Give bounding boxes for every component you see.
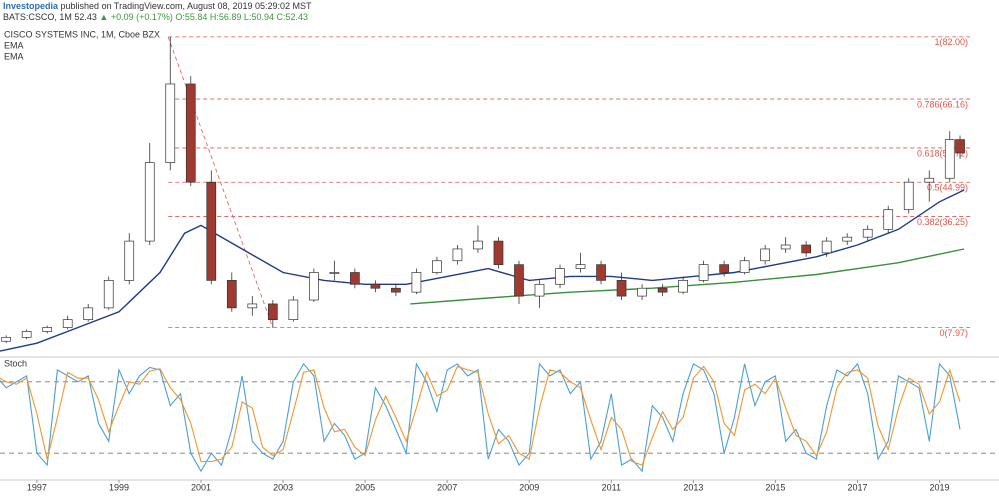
candle-body bbox=[842, 236, 853, 242]
published: published on TradingView.com, August 08,… bbox=[60, 1, 312, 11]
candle-body bbox=[575, 264, 586, 269]
candle-body bbox=[288, 299, 299, 321]
candle-body bbox=[226, 280, 237, 309]
candle-body bbox=[329, 272, 340, 274]
candle-body bbox=[821, 240, 832, 254]
x-tick-label: 2017 bbox=[847, 482, 867, 492]
candle-body bbox=[103, 280, 114, 309]
legend-title: CISCO SYSTEMS INC, 1M, Cboe BZX bbox=[4, 29, 160, 39]
candle-body bbox=[760, 248, 770, 262]
candle-body bbox=[267, 303, 278, 321]
candle-body bbox=[801, 244, 812, 254]
candle-body bbox=[616, 280, 627, 297]
last: 52.43 bbox=[74, 12, 97, 22]
candle-body bbox=[698, 264, 709, 281]
x-tick-label: 2009 bbox=[519, 482, 539, 492]
quote-line: BATS:CSCO, 1M 52.43 ▲ +0.09 (+0.17%) O:5… bbox=[3, 12, 308, 22]
x-tick-label: 1997 bbox=[27, 482, 47, 492]
candle-body bbox=[637, 287, 647, 297]
candle-body bbox=[473, 240, 483, 250]
legend-entry: EMA bbox=[4, 40, 24, 50]
candle-body bbox=[780, 244, 791, 250]
candle-body bbox=[165, 83, 176, 163]
stoch-line bbox=[0, 365, 961, 466]
candle-body bbox=[657, 287, 668, 293]
chart: CISCO SYSTEMS INC, 1M, Cboe BZXEMAEMA1(8… bbox=[0, 29, 999, 492]
candle-body bbox=[719, 264, 729, 273]
x-tick-label: 2005 bbox=[355, 482, 375, 492]
candle-body bbox=[1, 336, 12, 342]
candle-body bbox=[411, 272, 422, 293]
ema-line bbox=[0, 189, 965, 352]
fib-level-label: 0.5(44.99) bbox=[927, 183, 968, 193]
x-tick-label: 2015 bbox=[765, 482, 785, 492]
x-tick-label: 2007 bbox=[437, 482, 457, 492]
fib-level-label: 1(82.00) bbox=[934, 37, 968, 47]
candle-body bbox=[309, 272, 319, 301]
candle-body bbox=[21, 331, 32, 338]
legend-entry: EMA bbox=[4, 51, 24, 61]
x-tick-label: 2013 bbox=[683, 482, 703, 492]
candle-body bbox=[596, 264, 606, 281]
candle-body bbox=[955, 139, 965, 154]
x-tick-label: 2003 bbox=[273, 482, 293, 492]
candle-body bbox=[124, 240, 135, 281]
x-tick-label: 1999 bbox=[109, 482, 129, 492]
x-tick-label: 2019 bbox=[929, 482, 949, 492]
candle-body bbox=[903, 181, 914, 211]
candle-body bbox=[514, 264, 524, 297]
ohlc: O:55.84 H:56.89 L:50.94 C:52.43 bbox=[175, 12, 308, 22]
fib-level-label: 0.786(66.16) bbox=[917, 99, 968, 109]
candle-body bbox=[924, 177, 935, 183]
fib-level-label: 0.382(36.25) bbox=[917, 217, 968, 227]
candle-body bbox=[452, 248, 463, 262]
ema-line bbox=[410, 248, 965, 305]
symbol: BATS:CSCO, 1M bbox=[3, 12, 72, 22]
legend-title: Stoch bbox=[4, 358, 27, 368]
candle-body bbox=[247, 303, 258, 309]
candle-body bbox=[432, 260, 442, 273]
candle-body bbox=[62, 319, 73, 328]
candle-body bbox=[42, 327, 53, 332]
fib-level-label: 0.618(53.72) bbox=[917, 148, 968, 158]
candle-body bbox=[555, 268, 565, 285]
candle-body bbox=[370, 283, 381, 289]
header-line: Investopedia published on TradingView.co… bbox=[3, 1, 312, 11]
candle-body bbox=[944, 139, 955, 179]
candle-body bbox=[739, 260, 750, 273]
x-tick-label: 2001 bbox=[191, 482, 211, 492]
candle-body bbox=[883, 209, 894, 230]
candle-body bbox=[534, 283, 545, 297]
candle-body bbox=[350, 272, 360, 285]
publisher: Investopedia bbox=[3, 1, 59, 11]
candle-body bbox=[83, 307, 94, 321]
candle-body bbox=[185, 83, 196, 183]
change: ▲ +0.09 (+0.17%) bbox=[99, 12, 173, 22]
candle-body bbox=[391, 287, 401, 293]
candle-body bbox=[493, 240, 504, 266]
x-tick-label: 2011 bbox=[602, 482, 621, 492]
candle-body bbox=[206, 181, 217, 281]
candle-body bbox=[862, 228, 873, 238]
candle-body bbox=[144, 162, 155, 242]
candle-body bbox=[678, 280, 688, 293]
fib-level-label: 0(7.97) bbox=[939, 328, 968, 338]
